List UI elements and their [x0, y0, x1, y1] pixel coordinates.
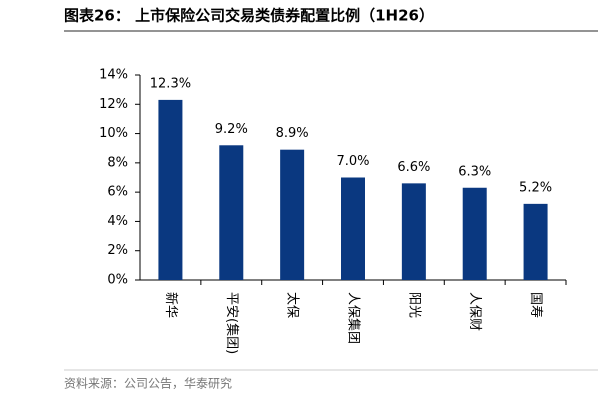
bar: [158, 99, 183, 281]
bar: [523, 203, 548, 280]
y-tick-label: 10%: [99, 126, 128, 141]
x-tick-label: 人保集团: [346, 292, 362, 344]
value-label: 7.0%: [336, 154, 369, 169]
bar: [462, 187, 487, 280]
x-tick-label: 人保财: [467, 292, 482, 331]
y-tick-label: 6%: [107, 185, 128, 200]
value-label: 6.3%: [458, 164, 491, 179]
x-tick-label: 阳光: [406, 292, 421, 318]
y-tick-label: 12%: [99, 97, 128, 112]
chart-title: 图表26： 上市保险公司交易类债券配置比例（1H26）: [64, 7, 434, 25]
y-tick-label: 2%: [107, 243, 128, 258]
x-tick-label: 平安(集团): [224, 292, 240, 354]
value-label: 8.9%: [276, 126, 309, 141]
x-tick-label: 新华: [163, 292, 179, 318]
y-tick-label: 0%: [107, 273, 128, 288]
y-tick-label: 4%: [107, 214, 128, 229]
value-label: 12.3%: [150, 76, 191, 91]
bar: [341, 177, 365, 280]
value-label: 9.2%: [215, 122, 248, 137]
source: 资料来源：公司公告，华泰研究: [64, 376, 232, 391]
bar: [280, 149, 305, 280]
x-tick-label: 国寿: [528, 292, 543, 318]
y-tick-label: 8%: [107, 155, 128, 170]
bar: [219, 145, 244, 280]
x-tick-label: 太保: [285, 292, 300, 318]
y-tick-label: 14%: [99, 68, 128, 83]
value-label: 5.2%: [519, 180, 552, 195]
bar: [401, 183, 426, 280]
value-label: 6.6%: [397, 160, 430, 175]
